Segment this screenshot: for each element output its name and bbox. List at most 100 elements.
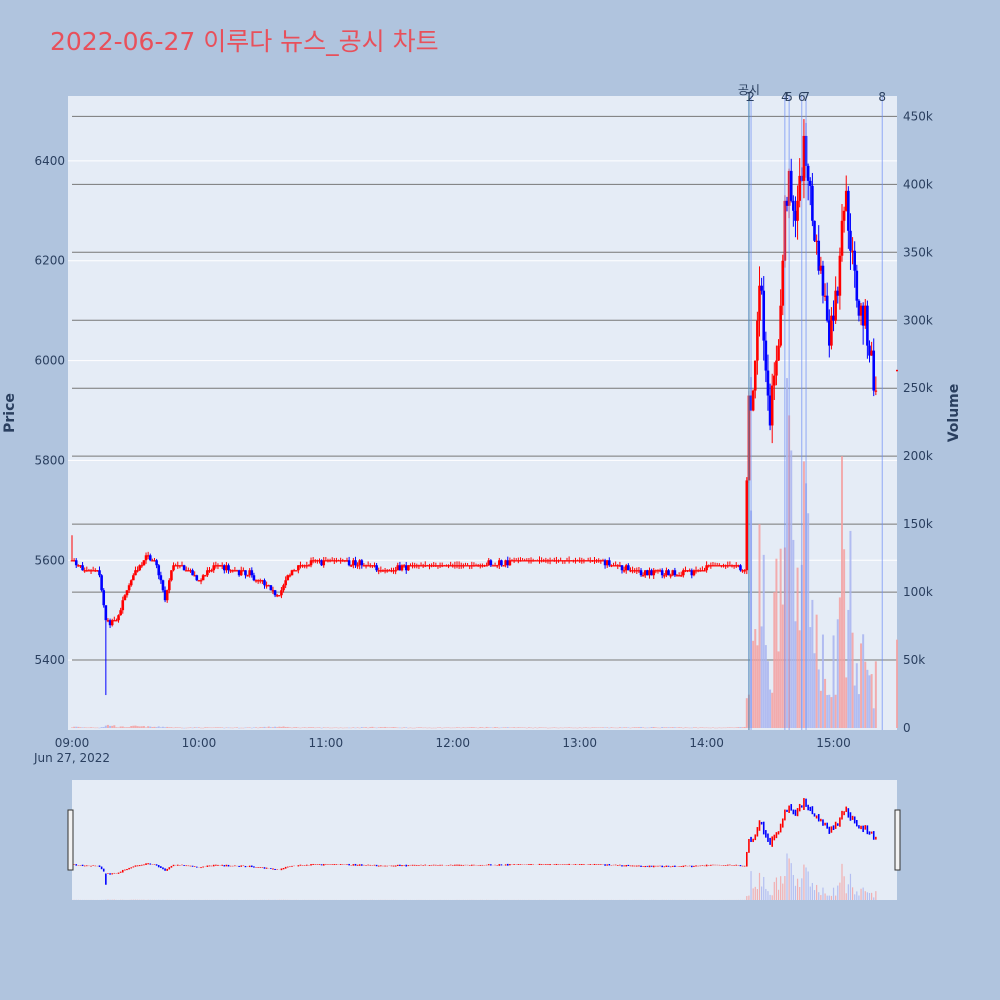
volume-bar — [149, 726, 152, 728]
volume-bar — [282, 726, 285, 728]
candle-body — [851, 250, 854, 252]
volume-bar — [81, 727, 84, 728]
volume-bar — [527, 727, 530, 728]
candle-body — [832, 315, 835, 321]
volume-bar — [456, 727, 458, 728]
candle-body — [449, 565, 452, 567]
volume-bar — [695, 727, 698, 728]
candle-body — [671, 570, 675, 576]
volume-bar — [377, 727, 380, 728]
volume-bar — [75, 726, 78, 728]
candle-body — [227, 565, 230, 571]
candle-body — [157, 565, 161, 576]
slider-volume-bar — [841, 863, 843, 900]
volume-bar — [111, 725, 114, 728]
volume-bar — [178, 727, 181, 728]
volume-bar — [229, 727, 232, 729]
volume-bar — [202, 727, 205, 729]
volume-bar — [494, 727, 497, 728]
candle-body — [468, 565, 471, 567]
volume-bar — [540, 727, 543, 728]
volume-bar — [625, 727, 628, 728]
volume-bar — [720, 727, 723, 729]
slider-volume-bar — [792, 875, 794, 900]
candle-body — [470, 565, 474, 567]
slider-volume-bar — [767, 891, 769, 900]
candle-body — [180, 565, 184, 567]
candle-body — [225, 565, 228, 571]
volume-bar — [640, 727, 643, 728]
volume-bar — [470, 727, 473, 728]
candle-body — [521, 560, 524, 562]
candle-body — [713, 565, 717, 567]
volume-bar — [741, 727, 744, 728]
candle-body — [601, 560, 605, 562]
volume-bar — [794, 621, 797, 728]
slider-volume-bar — [756, 889, 758, 900]
volume-bar — [225, 727, 228, 728]
volume-bar — [276, 727, 279, 728]
candle-body — [472, 565, 476, 567]
candle-body — [195, 575, 199, 581]
candle-body — [466, 565, 469, 567]
candle-body — [273, 590, 277, 596]
volume-bar — [614, 727, 617, 729]
candle-body — [176, 565, 180, 567]
volume-bar — [428, 727, 431, 729]
candle-body — [608, 560, 611, 566]
volume-bar — [386, 727, 389, 728]
slider-volume-bar — [837, 885, 839, 900]
slider-volume-bar — [750, 871, 752, 900]
candle-body — [728, 565, 732, 567]
candle-body — [93, 570, 97, 572]
candle-body — [868, 345, 871, 356]
candle-body — [646, 570, 649, 576]
volume-bar — [627, 727, 630, 728]
candle-body — [248, 570, 251, 576]
candle-body — [694, 570, 698, 572]
candle-body — [106, 620, 110, 622]
volume-bar — [96, 727, 99, 729]
candle-body — [808, 180, 812, 186]
candle-body — [388, 570, 391, 572]
candle-body — [798, 175, 801, 201]
candle-body — [745, 480, 749, 571]
candle-body — [269, 585, 273, 591]
candle-body — [87, 570, 91, 572]
volume-bar — [369, 727, 372, 728]
candle-body — [756, 320, 759, 361]
candle-body — [77, 565, 80, 567]
candle-body — [781, 260, 785, 306]
candle-body — [358, 560, 361, 566]
candle-body — [711, 565, 715, 567]
slider-volume-bar — [773, 881, 775, 900]
candle-body — [210, 570, 213, 572]
volume-bar — [252, 727, 255, 728]
candle-body — [667, 570, 670, 576]
volume-bar — [265, 727, 268, 728]
candle-body — [631, 570, 634, 572]
candle-body — [656, 570, 660, 572]
slider-handle-right — [894, 809, 901, 871]
volume-bar — [502, 727, 505, 728]
candle-body — [794, 210, 797, 221]
volume-bar — [485, 726, 488, 728]
candle-body — [81, 565, 84, 571]
volume-bar — [92, 727, 95, 729]
candle-body — [737, 565, 740, 567]
volume-bar — [762, 554, 765, 728]
volume-bar — [853, 685, 856, 728]
volume-bar — [836, 619, 839, 728]
candle-body — [288, 575, 292, 577]
volume-bar — [656, 727, 659, 729]
candle-body — [855, 270, 859, 301]
candle-body — [768, 395, 772, 426]
candle-body — [440, 565, 444, 567]
volume-bar — [654, 727, 657, 728]
volume-bar — [98, 727, 101, 729]
volume-bar — [860, 643, 863, 728]
range-slider[interactable] — [67, 780, 901, 900]
candle-body — [271, 590, 275, 592]
